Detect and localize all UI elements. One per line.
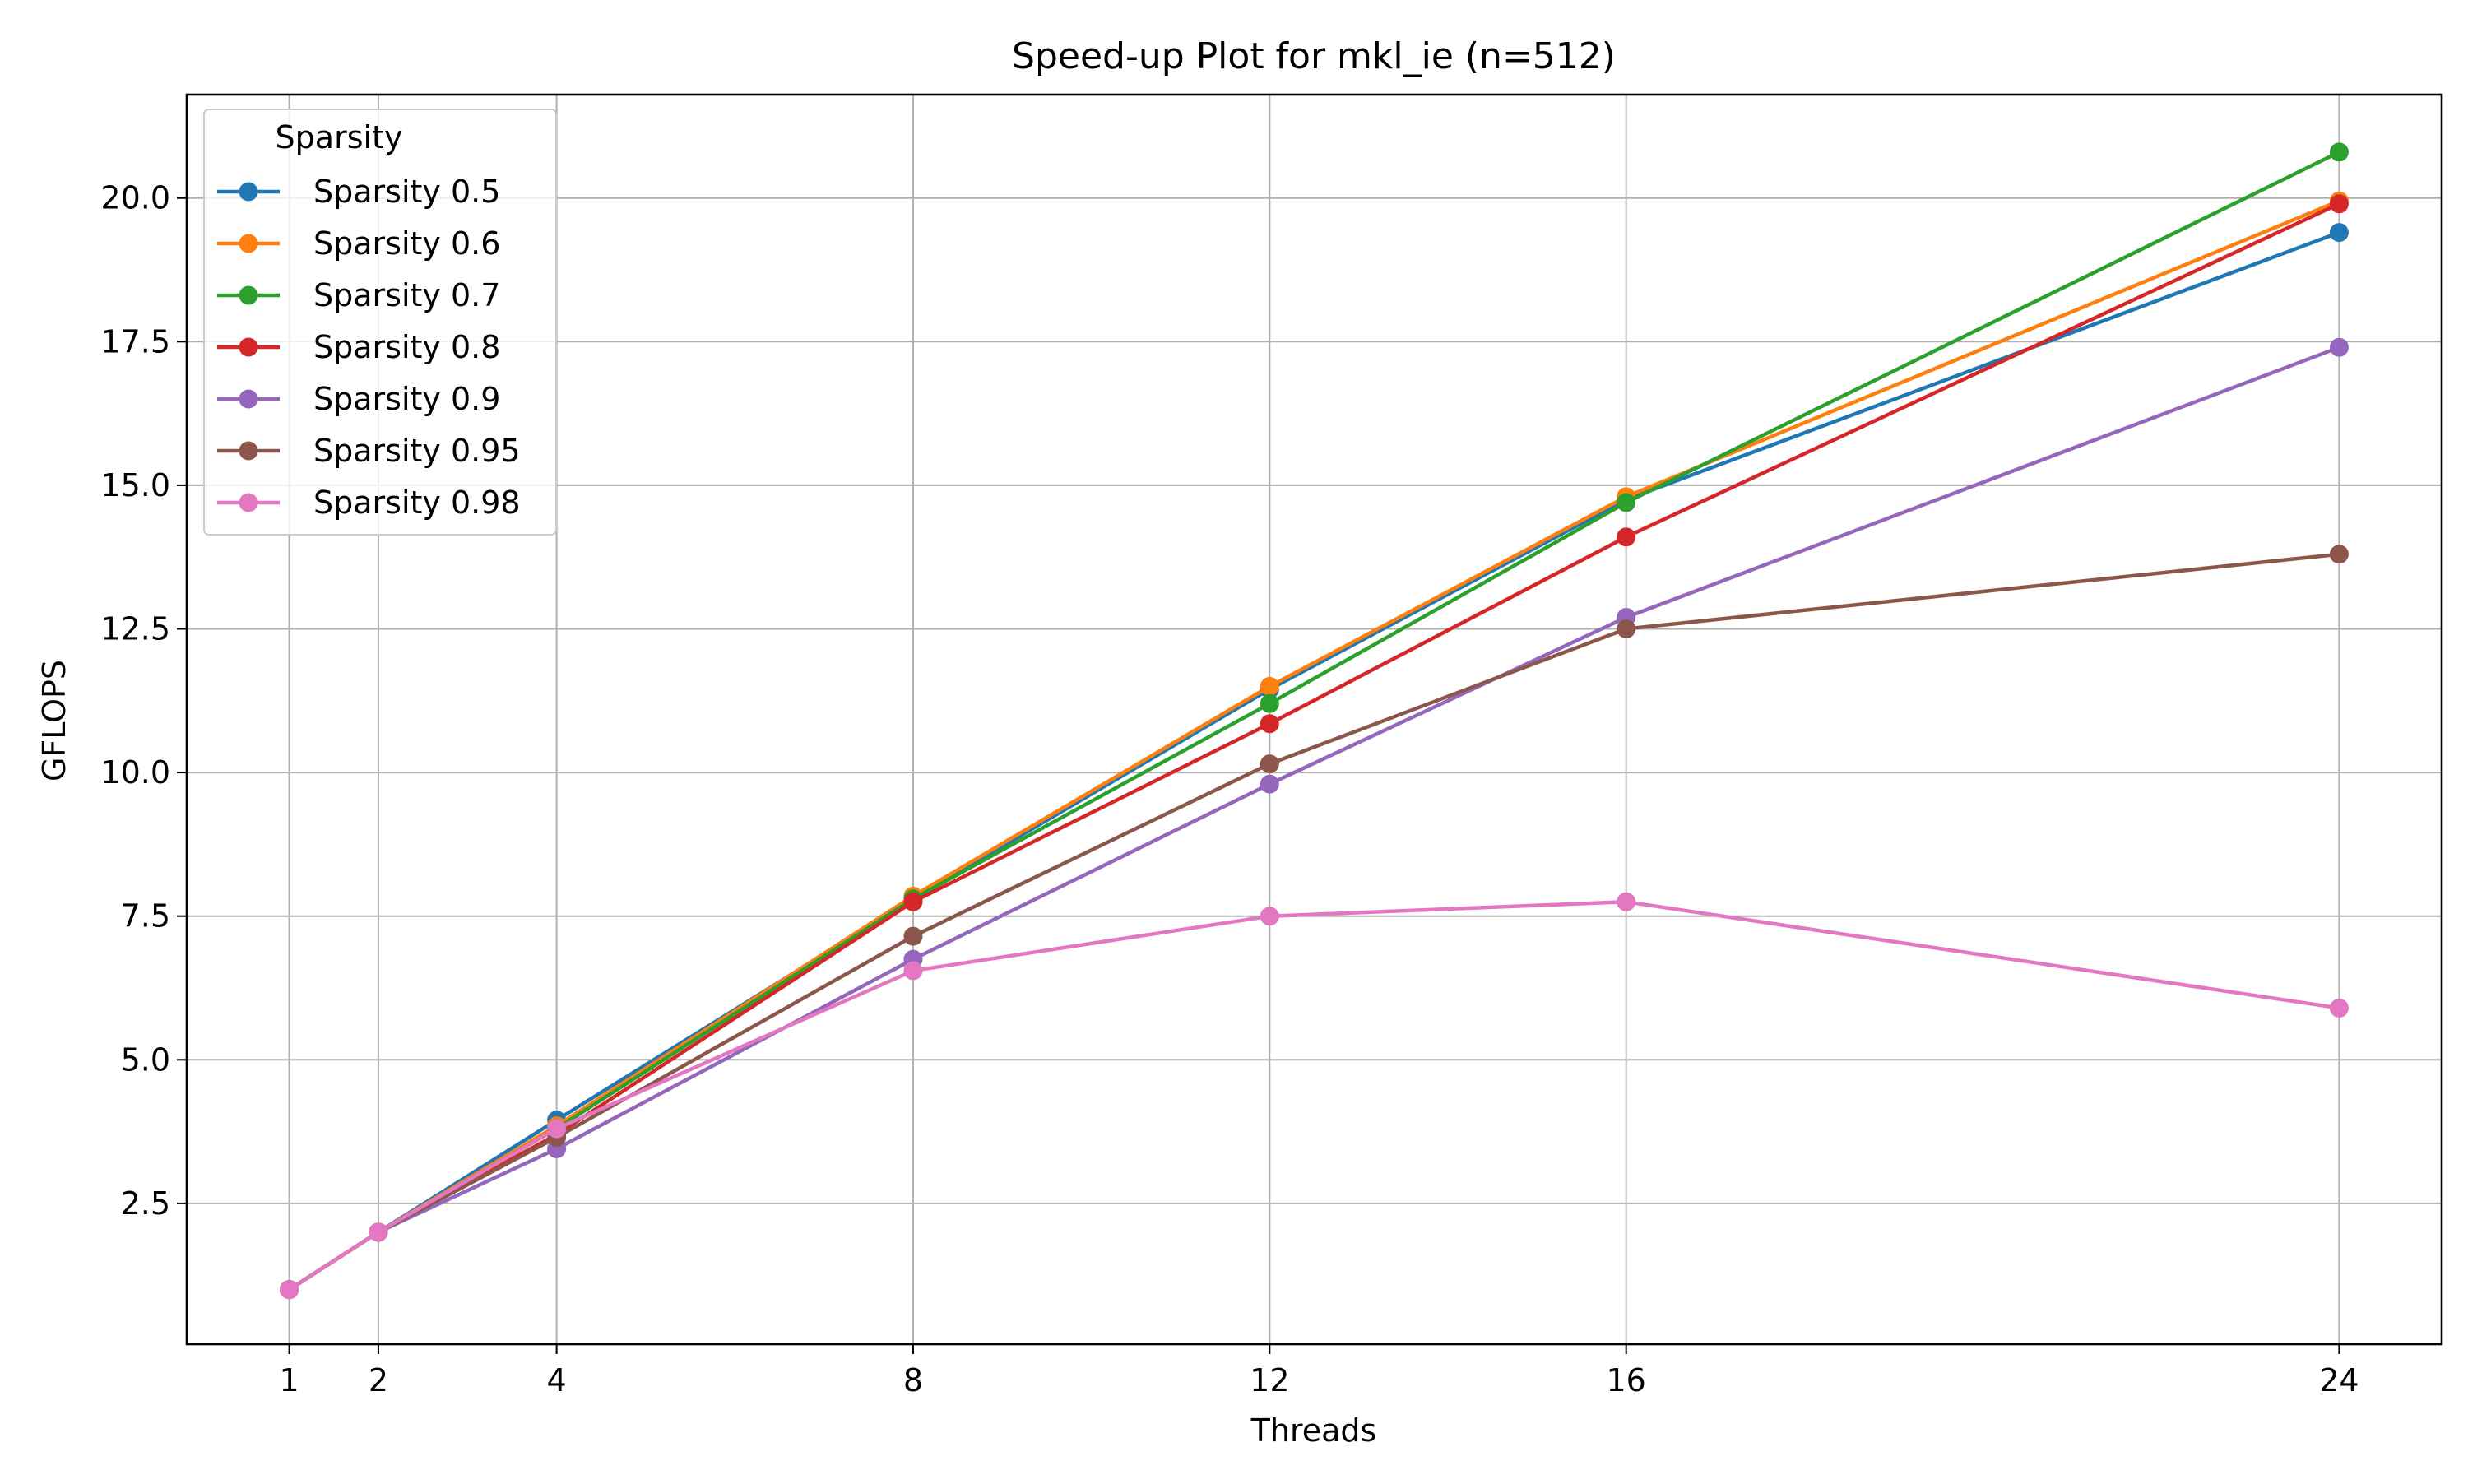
plot-frame	[185, 93, 2443, 1346]
data-point	[1260, 754, 1279, 774]
y-tick-label: 5.0	[121, 1041, 170, 1078]
data-point	[903, 926, 923, 946]
data-point	[2329, 337, 2349, 357]
data-point	[903, 961, 923, 981]
x-tick-label: 4	[547, 1362, 567, 1398]
legend-swatch-marker	[239, 182, 258, 202]
x-axis-label: Threads	[1250, 1412, 1377, 1449]
legend: Sparsity Sparsity 0.5 Sparsity 0.6 Sparsity…	[203, 109, 557, 536]
y-axis-label: GFLOPS	[36, 660, 72, 781]
chart-title: Speed-up Plot for mkl_ie (n=512)	[1012, 35, 1616, 77]
y-tick-label: 7.5	[121, 898, 170, 934]
y-tick-label: 12.5	[100, 611, 170, 647]
data-point	[1260, 714, 1279, 734]
data-point	[1260, 907, 1279, 926]
x-tick-label: 12	[1250, 1362, 1289, 1398]
axis-ticks: 1 2 4 8 12 16 242.55.07.510.012.515.017.520.0	[100, 180, 2359, 1398]
legend-swatch-marker	[239, 285, 258, 305]
y-tick-label: 10.0	[100, 754, 170, 791]
data-point	[547, 1119, 567, 1139]
legend-swatch-marker	[239, 337, 258, 357]
legend-swatch-marker	[239, 441, 258, 461]
legend-label: Sparsity 0.9	[313, 381, 500, 417]
legend-swatch-marker	[239, 493, 258, 512]
legend-item: Sparsity 0.5	[217, 174, 500, 210]
legend-item: Sparsity 0.9	[217, 381, 500, 417]
x-tick-label: 24	[2319, 1362, 2359, 1398]
legend-label: Sparsity 0.5	[313, 174, 500, 210]
data-point	[280, 1280, 299, 1300]
data-point	[1617, 493, 1636, 512]
x-tick-label: 16	[1607, 1362, 1646, 1398]
data-point	[369, 1222, 388, 1242]
legend-item: Sparsity 0.98	[217, 485, 521, 521]
data-point	[903, 892, 923, 911]
y-tick-label: 17.5	[100, 323, 170, 359]
legend-item: Sparsity 0.95	[217, 433, 521, 469]
data-point	[2329, 998, 2349, 1018]
series-sparsity-0-98	[280, 892, 2349, 1300]
data-point	[1260, 676, 1279, 696]
x-tick-label: 8	[903, 1362, 923, 1398]
legend-swatch-marker	[239, 389, 258, 409]
data-point	[2329, 194, 2349, 214]
legend-label: Sparsity 0.7	[313, 277, 500, 313]
legend-label: Sparsity 0.95	[313, 433, 521, 469]
data-point	[1617, 619, 1636, 639]
legend-box	[203, 109, 557, 536]
y-tick-label: 15.0	[100, 467, 170, 503]
data-point	[2329, 545, 2349, 564]
data-point	[1260, 693, 1279, 713]
legend-label: Sparsity 0.8	[313, 329, 500, 365]
series-layer	[280, 142, 2349, 1300]
legend-title: Sparsity	[276, 119, 403, 155]
data-point	[2329, 223, 2349, 243]
data-point	[1617, 527, 1636, 547]
legend-item: Sparsity 0.8	[217, 329, 500, 365]
data-point	[1617, 892, 1636, 911]
legend-label: Sparsity 0.6	[313, 225, 500, 262]
x-tick-label: 2	[369, 1362, 388, 1398]
legend-label: Sparsity 0.98	[313, 485, 521, 521]
legend-item: Sparsity 0.7	[217, 277, 500, 313]
legend-item: Sparsity 0.6	[217, 225, 500, 262]
data-point	[1260, 774, 1279, 794]
x-tick-label: 1	[279, 1362, 299, 1398]
y-tick-label: 20.0	[100, 180, 170, 216]
data-point	[2329, 142, 2349, 162]
legend-swatch-marker	[239, 234, 258, 253]
y-tick-label: 2.5	[121, 1185, 170, 1222]
